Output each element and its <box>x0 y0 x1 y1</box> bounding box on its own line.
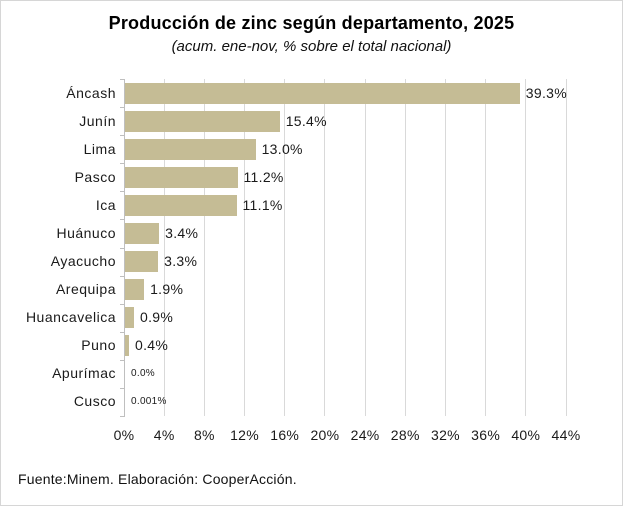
x-axis-tick-label: 12% <box>230 427 259 443</box>
gridline <box>485 79 487 416</box>
x-axis-tick-label: 8% <box>193 427 215 443</box>
x-axis-tick-label: 36% <box>471 427 501 443</box>
chart-title: Producción de zinc según departamento, 2… <box>108 13 515 33</box>
y-axis-tick <box>120 275 124 277</box>
bar-value-label: 1.9% <box>150 281 184 298</box>
gridline <box>284 79 286 416</box>
x-axis-tick-label: 16% <box>270 427 300 443</box>
x-axis-tick-label: 44% <box>551 427 581 443</box>
bar-value-label: 3.4% <box>165 224 199 241</box>
x-axis-tick-label: 28% <box>390 427 420 443</box>
y-axis-tick <box>120 135 124 137</box>
x-axis-tick-label: 24% <box>350 427 380 443</box>
bar-value-label: 11.1% <box>242 196 283 213</box>
gridline <box>203 79 205 416</box>
bar-value-label: 0.0% <box>131 367 155 379</box>
bar <box>125 110 280 132</box>
bar <box>125 138 256 160</box>
category-label: Apurímac <box>52 365 116 382</box>
y-axis-tick <box>120 416 124 417</box>
category-label: Puno <box>81 337 116 354</box>
y-axis-tick <box>120 107 124 109</box>
y-axis-tick <box>120 387 124 389</box>
category-label: Cusco <box>73 393 116 410</box>
category-label: Huánuco <box>56 224 116 241</box>
y-axis-tick <box>120 79 124 80</box>
gridline <box>324 79 326 416</box>
category-label: Arequipa <box>55 281 116 298</box>
bar-value-label: 3.3% <box>164 253 198 270</box>
bar-value-label: 15.4% <box>285 112 327 129</box>
bar-value-label: 39.3% <box>525 84 567 101</box>
source-note: Fuente:Minem. Elaboración: CooperAcción. <box>18 471 297 487</box>
category-label: Ica <box>95 196 116 213</box>
bar-value-label: 0.001% <box>131 395 167 407</box>
gridline <box>565 79 567 416</box>
bar <box>125 82 520 104</box>
x-axis-tick-label: 40% <box>511 427 541 443</box>
gridline <box>444 79 446 416</box>
gridline <box>364 79 366 416</box>
bar-value-label: 0.9% <box>140 309 174 326</box>
gridline <box>525 79 527 416</box>
y-axis-tick <box>120 191 124 193</box>
gridline <box>163 79 165 416</box>
bar <box>125 194 237 216</box>
y-axis-tick <box>120 219 124 221</box>
gridline <box>244 79 246 416</box>
x-axis-tick-label: 0% <box>113 427 135 443</box>
x-axis-tick-label: 32% <box>430 427 460 443</box>
bar <box>125 222 160 244</box>
category-label: Lima <box>83 140 116 157</box>
bar-value-label: 13.0% <box>261 140 303 157</box>
y-axis-line <box>124 79 125 417</box>
y-axis-tick <box>120 331 124 333</box>
bar-value-label: 0.4% <box>135 337 169 354</box>
y-axis-tick <box>120 247 124 249</box>
x-axis-tick-label: 20% <box>310 427 340 443</box>
category-label: Huancavelica <box>25 309 116 326</box>
bar <box>125 307 135 329</box>
bar <box>125 279 145 301</box>
y-axis-tick <box>120 163 124 165</box>
category-label: Ayacucho <box>50 253 116 270</box>
bar <box>125 251 159 273</box>
chart-subtitle: (acum. ene-nov, % sobre el total naciona… <box>171 38 452 55</box>
category-label: Junín <box>79 112 116 129</box>
category-label: Pasco <box>74 168 116 185</box>
category-label: Áncash <box>66 84 116 101</box>
y-axis-tick <box>120 359 124 361</box>
bar <box>125 166 238 188</box>
x-axis-tick-label: 4% <box>153 427 175 443</box>
bar <box>125 335 130 357</box>
gridline <box>404 79 406 416</box>
bar-value-label: 11.2% <box>243 168 284 185</box>
y-axis-tick <box>120 303 124 305</box>
